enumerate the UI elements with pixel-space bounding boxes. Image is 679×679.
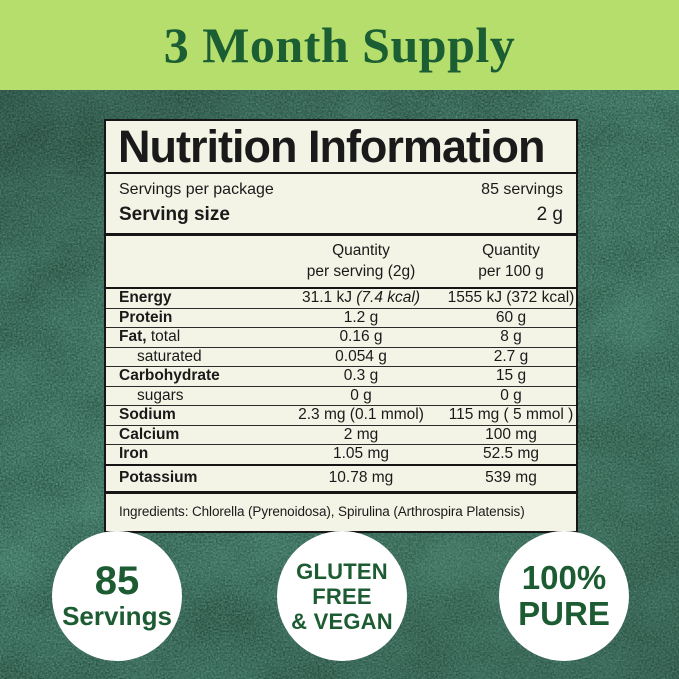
- row-per-100g: 100 mg: [485, 425, 537, 443]
- row-label: Fat, total: [119, 328, 181, 345]
- badge-gluten-free-vegan: GLUTEN FREE & VEGAN: [277, 531, 407, 661]
- table-column-headers: Quantity per serving (2g) Quantity per 1…: [106, 236, 576, 289]
- row-label: Energy: [119, 289, 172, 306]
- row-per-serving: 10.78 mg: [328, 468, 394, 486]
- nutrition-panel-title: Nutrition Information: [106, 121, 576, 174]
- serving-info-section: Servings per package 85 servings Serving…: [106, 174, 576, 236]
- badge-free-line: FREE: [312, 583, 372, 609]
- ingredients-text: Ingredients: Chlorella (Pyrenoidosa), Sp…: [106, 491, 576, 531]
- nutrition-row-saturated: saturated 0.054 g 2.7 g: [106, 346, 576, 367]
- badge-100-line: 100%: [521, 559, 607, 596]
- nutrition-row-energy: Energy 31.1 kJ (7.4 kcal) 1555 kJ (372 k…: [106, 289, 576, 308]
- row-per-100g: 52.5 mg: [482, 445, 539, 462]
- supply-banner-title: 3 Month Supply: [163, 17, 516, 73]
- row-label: saturated: [137, 347, 202, 365]
- row-per-100g: 0 g: [500, 386, 522, 404]
- row-per-100g: 115 mg ( 5 mmol ): [448, 406, 574, 423]
- row-per-serving: 2.3 mg (0.1 mmol): [298, 406, 424, 423]
- nutrition-panel: Nutrition Information Servings per packa…: [104, 119, 578, 533]
- serving-size-row: Serving size 2 g: [119, 201, 563, 228]
- row-per-serving: 0.054 g: [335, 347, 387, 365]
- per-100g-header-line2: per 100 g: [478, 263, 544, 280]
- nutrition-row-iron: Iron 1.05 mg 52.5 mg: [106, 444, 576, 464]
- nutrition-row-carbohydrate: Carbohydrate 0.3 g 15 g: [106, 366, 576, 386]
- nutrition-row-fat-total: Fat, total 0.16 g 8 g: [106, 327, 576, 347]
- row-per-serving: 0.16 g: [339, 328, 383, 345]
- row-label: Iron: [119, 445, 149, 462]
- column-header-spacer: [106, 240, 276, 282]
- badge-85-servings-number: 85: [94, 558, 140, 603]
- badge-85-servings-label: Servings: [62, 600, 172, 631]
- column-header-per-serving: Quantity per serving (2g): [276, 240, 446, 282]
- per-serving-header-line2: per serving (2g): [306, 263, 416, 280]
- supply-banner: 3 Month Supply: [0, 0, 679, 90]
- badge-85-servings: 85 Servings: [52, 531, 182, 661]
- row-per-serving: 2 mg: [343, 425, 379, 443]
- nutrition-row-calcium: Calcium 2 mg 100 mg: [106, 424, 576, 445]
- row-label: Carbohydrate: [119, 367, 220, 384]
- servings-per-package-value: 85 servings: [481, 181, 563, 198]
- row-per-100g: 2.7 g: [493, 347, 529, 365]
- row-per-serving: 1.05 mg: [332, 445, 389, 462]
- nutrition-row-protein: Protein 1.2 g 60 g: [106, 307, 576, 328]
- per-serving-header-line1: Quantity: [332, 242, 390, 259]
- row-per-serving: 0.3 g: [343, 367, 379, 384]
- row-label: Calcium: [119, 425, 180, 443]
- row-per-100g: 539 mg: [485, 468, 537, 486]
- badge-pure-line: PURE: [518, 595, 610, 632]
- row-label: sugars: [137, 386, 184, 404]
- per-100g-header-line1: Quantity: [482, 242, 540, 259]
- column-header-per-100g: Quantity per 100 g: [446, 240, 576, 282]
- servings-per-package-row: Servings per package 85 servings: [119, 178, 563, 201]
- badge-gluten-line: GLUTEN: [296, 558, 388, 584]
- nutrition-row-sugars: sugars 0 g 0 g: [106, 385, 576, 406]
- badge-100-pure: 100% PURE: [499, 531, 629, 661]
- row-per-serving: 1.2 g: [343, 308, 379, 326]
- row-per-serving: 31.1 kJ (7.4 kcal): [301, 289, 421, 306]
- serving-size-value: 2 g: [536, 204, 563, 225]
- row-per-100g: 1555 kJ (372 kcal): [447, 289, 575, 306]
- serving-size-label: Serving size: [119, 204, 230, 225]
- badge-vegan-line: & VEGAN: [291, 608, 393, 634]
- row-label: Potassium: [119, 468, 198, 486]
- nutrition-row-potassium: Potassium 10.78 mg 539 mg: [106, 463, 576, 492]
- nutrition-row-sodium: Sodium 2.3 mg (0.1 mmol) 115 mg ( 5 mmol…: [106, 405, 576, 425]
- row-per-100g: 60 g: [495, 308, 527, 326]
- nutrition-table-body: Energy 31.1 kJ (7.4 kcal) 1555 kJ (372 k…: [106, 289, 576, 491]
- row-per-100g: 15 g: [495, 367, 527, 384]
- row-per-serving: 0 g: [350, 386, 372, 404]
- servings-per-package-label: Servings per package: [119, 181, 274, 198]
- row-label: Protein: [119, 308, 173, 326]
- row-per-100g: 8 g: [500, 328, 522, 345]
- row-label: Sodium: [119, 406, 176, 423]
